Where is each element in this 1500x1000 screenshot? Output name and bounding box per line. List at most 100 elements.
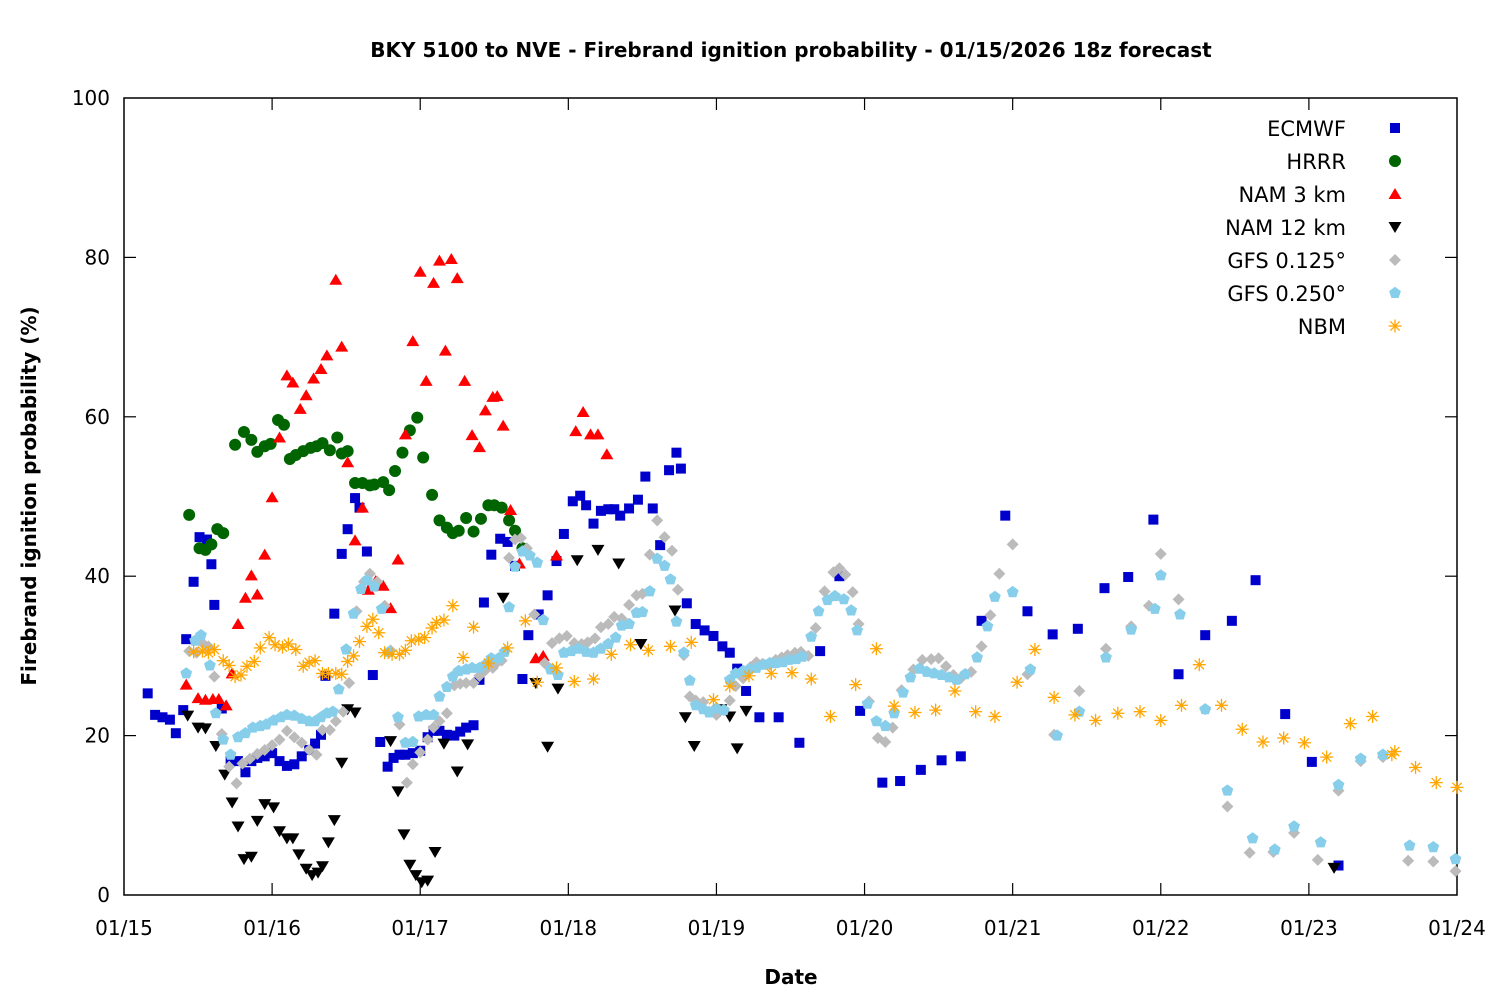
data-point	[468, 720, 479, 731]
data-point	[870, 715, 883, 727]
data-point	[188, 576, 199, 587]
data-point	[384, 602, 398, 614]
data-point	[1221, 800, 1234, 813]
data-point	[490, 390, 504, 402]
data-point	[989, 590, 1001, 602]
data-point	[531, 556, 544, 568]
data-point	[433, 690, 446, 702]
data-point	[403, 859, 417, 871]
data-point	[478, 404, 492, 416]
legend-label: NBM	[1298, 315, 1346, 339]
data-point	[834, 571, 845, 582]
data-point	[360, 619, 374, 633]
data-point	[1172, 593, 1185, 606]
data-point	[222, 658, 236, 672]
data-point	[541, 741, 555, 753]
data-point	[1047, 690, 1061, 704]
data-point	[400, 749, 411, 760]
data-point	[624, 503, 635, 514]
data-point	[201, 534, 212, 545]
data-point	[437, 613, 451, 627]
data-point	[265, 491, 279, 503]
data-point	[209, 599, 220, 610]
data-point	[308, 654, 322, 668]
data-point	[315, 729, 326, 740]
data-point	[187, 645, 201, 659]
data-point	[281, 637, 295, 651]
data-point	[624, 638, 638, 652]
data-point	[514, 531, 527, 544]
data-point	[690, 619, 701, 630]
data-point	[495, 501, 508, 514]
data-point	[206, 559, 217, 570]
legend-label: NAM 12 km	[1225, 216, 1346, 240]
data-point	[335, 340, 349, 352]
data-point	[796, 650, 809, 662]
data-point	[1099, 583, 1110, 594]
data-point	[647, 503, 658, 514]
legend-marker	[1388, 319, 1402, 333]
data-point	[467, 620, 481, 634]
data-point	[602, 618, 615, 631]
series-ecmwf	[142, 447, 1344, 871]
data-point	[486, 549, 497, 560]
data-point	[342, 524, 353, 535]
x-tick-label: 01/24	[1428, 916, 1486, 940]
data-point	[329, 715, 342, 728]
data-point	[588, 518, 599, 529]
data-point	[217, 527, 230, 540]
data-point	[604, 647, 618, 661]
data-point	[467, 525, 480, 538]
data-point	[460, 676, 473, 689]
data-point	[1449, 865, 1462, 878]
data-point	[231, 821, 245, 833]
legend-marker	[1389, 155, 1401, 167]
data-point	[225, 797, 239, 809]
y-axis-label: Firebrand ignition probability (%)	[17, 306, 41, 685]
legend-marker	[1388, 222, 1402, 233]
data-point	[258, 799, 272, 811]
data-point	[812, 605, 825, 617]
data-point	[348, 534, 362, 546]
data-point	[179, 678, 193, 690]
data-point	[718, 703, 730, 716]
data-point	[588, 632, 601, 645]
data-point	[181, 710, 195, 722]
x-tick-label: 01/20	[836, 916, 894, 940]
plot-frame	[123, 97, 1458, 896]
data-point	[845, 604, 858, 616]
y-tick-label: 40	[85, 564, 110, 588]
data-point	[1148, 514, 1159, 525]
data-point	[444, 252, 458, 264]
data-point	[675, 463, 686, 474]
data-point	[350, 493, 361, 504]
chart-title: BKY 5100 to NVE - Firebrand ignition pro…	[370, 38, 1212, 62]
data-point	[932, 652, 945, 665]
data-point	[655, 540, 666, 551]
data-point	[432, 254, 446, 266]
series-hrrr	[183, 411, 529, 556]
data-point	[1297, 736, 1311, 750]
data-point	[794, 737, 805, 748]
data-point	[609, 631, 622, 643]
data-point	[347, 607, 360, 619]
data-point	[230, 777, 243, 790]
data-point	[829, 589, 841, 602]
y-tick-label: 100	[72, 86, 110, 110]
data-point	[708, 630, 719, 641]
data-point	[250, 815, 264, 827]
data-point	[496, 592, 510, 604]
data-point	[495, 533, 506, 544]
data-point	[1354, 752, 1367, 764]
data-point	[1402, 854, 1415, 867]
data-point	[1089, 713, 1103, 727]
data-point	[428, 846, 442, 858]
data-point	[335, 757, 349, 769]
data-point	[849, 678, 863, 692]
data-point	[501, 641, 515, 655]
data-point	[427, 721, 440, 734]
data-point	[267, 748, 278, 759]
data-point	[833, 562, 846, 575]
data-point	[400, 776, 413, 789]
data-point	[157, 712, 168, 723]
